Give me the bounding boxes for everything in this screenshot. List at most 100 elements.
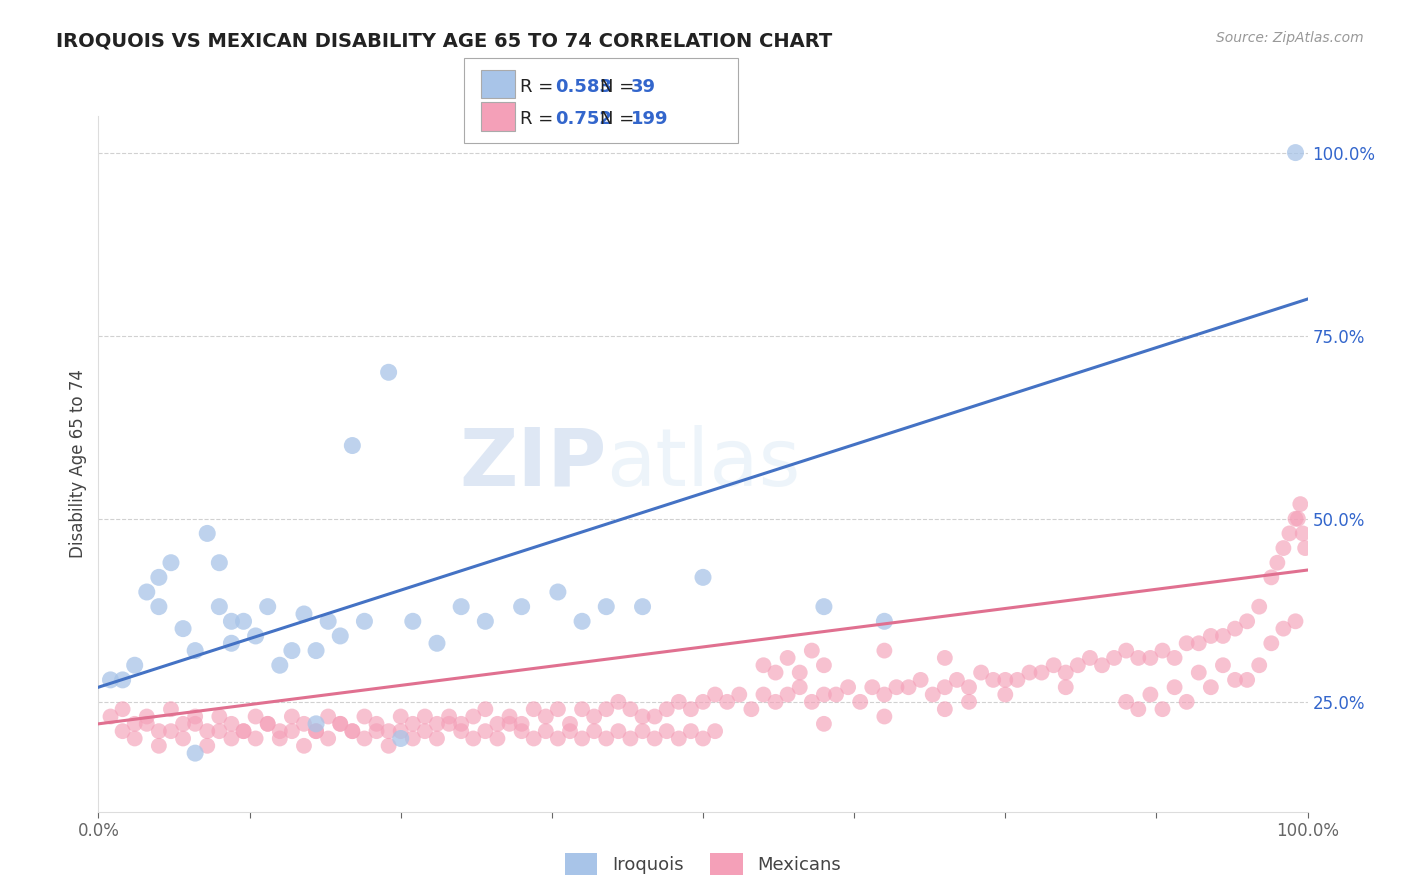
Point: [100, 673, 122, 687]
Point: [523, 731, 546, 746]
Point: [1212, 658, 1234, 673]
Point: [208, 556, 231, 570]
Point: [1054, 665, 1077, 680]
Point: [619, 731, 641, 746]
Point: [644, 731, 666, 746]
Point: [1078, 651, 1101, 665]
Point: [148, 570, 170, 584]
Point: [1175, 695, 1198, 709]
Point: [1067, 658, 1090, 673]
Point: [994, 673, 1017, 687]
Point: [523, 702, 546, 716]
Point: [1267, 556, 1289, 570]
Point: [595, 702, 617, 716]
Point: [1260, 570, 1282, 584]
Point: [172, 622, 194, 636]
Point: [692, 731, 714, 746]
Point: [148, 739, 170, 753]
Point: [934, 651, 956, 665]
Point: [292, 716, 315, 731]
Point: [342, 438, 364, 452]
Point: [1128, 702, 1150, 716]
Point: [1175, 636, 1198, 650]
Point: [981, 673, 1004, 687]
Point: [221, 716, 243, 731]
Point: [1286, 512, 1309, 526]
Point: [1212, 629, 1234, 643]
Point: [316, 709, 339, 723]
Point: [437, 709, 460, 723]
Point: [1031, 665, 1053, 680]
Point: [631, 709, 654, 723]
Point: [305, 724, 328, 739]
Point: [1188, 665, 1211, 680]
Legend: Iroquois, Mexicans: Iroquois, Mexicans: [558, 847, 848, 883]
Point: [1054, 680, 1077, 694]
Point: [377, 724, 399, 739]
Point: [292, 607, 315, 621]
Point: [631, 599, 654, 614]
Point: [245, 731, 267, 746]
Point: [813, 658, 835, 673]
Point: [184, 746, 207, 760]
Point: [571, 731, 593, 746]
Point: [208, 724, 231, 739]
Point: [366, 724, 388, 739]
Point: [547, 585, 569, 599]
Point: [184, 716, 207, 731]
Point: [1249, 658, 1271, 673]
Text: Source: ZipAtlas.com: Source: ZipAtlas.com: [1216, 31, 1364, 45]
Point: [1284, 512, 1306, 526]
Point: [221, 636, 243, 650]
Point: [692, 695, 714, 709]
Point: [679, 724, 702, 739]
Point: [800, 643, 823, 657]
Point: [1294, 541, 1316, 555]
Point: [135, 585, 157, 599]
Point: [1223, 673, 1246, 687]
Point: [946, 673, 969, 687]
Point: [776, 651, 799, 665]
Text: 199: 199: [631, 111, 669, 128]
Point: [583, 724, 606, 739]
Point: [957, 695, 980, 709]
Point: [692, 570, 714, 584]
Point: [1289, 497, 1312, 511]
Point: [607, 724, 630, 739]
Point: [619, 702, 641, 716]
Point: [510, 716, 533, 731]
Point: [571, 702, 593, 716]
Point: [305, 643, 328, 657]
Point: [184, 643, 207, 657]
Point: [353, 615, 375, 629]
Point: [402, 615, 425, 629]
Point: [776, 688, 799, 702]
Text: ZIP: ZIP: [458, 425, 606, 503]
Point: [245, 709, 267, 723]
Point: [426, 636, 449, 650]
Point: [281, 709, 304, 723]
Point: [269, 658, 291, 673]
Point: [752, 688, 775, 702]
Point: [740, 702, 762, 716]
Point: [886, 680, 908, 694]
Point: [389, 731, 412, 746]
Point: [1042, 658, 1064, 673]
Point: [934, 702, 956, 716]
Point: [413, 709, 436, 723]
Point: [631, 724, 654, 739]
Text: 0.752: 0.752: [555, 111, 612, 128]
Point: [329, 716, 352, 731]
Point: [195, 739, 218, 753]
Point: [1152, 643, 1174, 657]
Point: [111, 673, 134, 687]
Point: [547, 731, 569, 746]
Text: N =: N =: [600, 78, 640, 95]
Point: [124, 716, 146, 731]
Point: [510, 724, 533, 739]
Point: [329, 716, 352, 731]
Point: [716, 695, 738, 709]
Point: [1272, 541, 1295, 555]
Point: [377, 739, 399, 753]
Point: [111, 724, 134, 739]
